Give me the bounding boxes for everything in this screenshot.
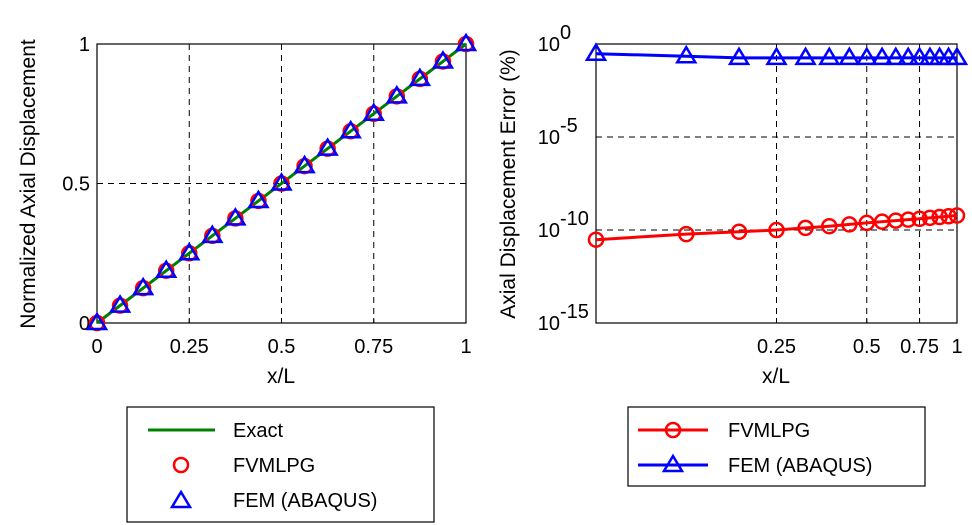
right-fvmlpg-point — [587, 231, 605, 248]
right-y-tick-label: 10 — [538, 34, 560, 56]
left-fem-point — [431, 50, 455, 69]
right-x-tick-label: 0.5 — [853, 336, 881, 358]
left-fem-point — [362, 102, 385, 121]
right-fvmlpg-point — [730, 223, 748, 241]
legend-right-fvmlpg-label: FVMLPG — [728, 420, 810, 442]
legend-fvmlpg-label: FVMLPG — [233, 455, 315, 477]
right-fvmlpg-point — [858, 214, 875, 232]
right-fem-point — [765, 46, 788, 66]
chart-left-x-axis-label: x/L — [267, 365, 295, 388]
right-fvmlpg-point — [940, 207, 957, 225]
right-fvmlpg-point — [899, 211, 917, 228]
right-fvmlpg-point — [931, 208, 948, 226]
chart-left-legend: Exact FVMLPG FEM (ABAQUS) — [126, 406, 435, 523]
right-fem-point — [794, 46, 817, 66]
left-fem-point — [178, 241, 201, 261]
left-fem-point — [339, 119, 362, 139]
right-fem-point — [584, 42, 608, 61]
right-y-tick-exponent: -10 — [560, 208, 589, 230]
chart-right-legend-box — [627, 406, 926, 487]
left-fem-point — [85, 311, 109, 331]
right-x-tick-label: 0.75 — [900, 336, 939, 358]
right-y-tick-exponent: 0 — [560, 22, 571, 44]
chart-right-plot-area — [595, 43, 958, 324]
left-fem-point — [108, 294, 132, 313]
left-x-tick-label: 0.75 — [354, 336, 393, 358]
left-fem-point — [408, 67, 432, 87]
right-fvmlpg-point — [948, 207, 966, 224]
right-fvmlpg-point — [768, 221, 785, 239]
left-y-tick-label: 0.5 — [62, 174, 90, 196]
chart-left-displacement: 0 0.25 0.5 0.75 1 0 0.5 1 x/L Normalized Axial… — [17, 32, 478, 523]
legend-right-fem-marker-icon — [661, 453, 685, 473]
left-fem-point — [131, 276, 155, 296]
right-fem-point — [945, 46, 969, 66]
right-fem-point — [855, 46, 878, 66]
left-fem-point — [224, 206, 247, 226]
right-fvmlpg-point — [678, 225, 695, 243]
left-fem-point — [154, 259, 178, 278]
left-fem-point — [201, 224, 224, 244]
right-fvmlpg-point — [821, 217, 838, 235]
left-fem-point — [385, 84, 409, 104]
right-y-tick-label: 10 — [538, 220, 560, 242]
chart-left-y-axis-label: Normalized Axial Displacement — [17, 39, 40, 329]
left-fem-point — [293, 154, 316, 174]
right-fvmlpg-point — [841, 216, 858, 233]
right-fem-point — [727, 46, 751, 66]
left-fem-point — [454, 32, 478, 52]
right-x-tick-label: 0.25 — [757, 336, 796, 358]
right-fvmlpg-point — [921, 209, 939, 227]
right-fvmlpg-point — [887, 212, 905, 229]
right-y-tick-exponent: -5 — [560, 115, 578, 137]
right-fem-point — [884, 46, 908, 66]
right-fvmlpg-point — [911, 210, 928, 228]
right-fem-point — [838, 46, 861, 66]
chart-right-x-axis-label: x/L — [762, 365, 790, 388]
left-fem-point — [270, 172, 293, 191]
left-y-tick-label: 0 — [79, 313, 90, 335]
legend-right-fem-label: FEM (ABAQUS) — [728, 455, 872, 477]
left-fem-point — [247, 189, 270, 209]
legend-fem-label: FEM (ABAQUS) — [233, 490, 377, 512]
right-fem-point — [818, 46, 841, 66]
chart-right-legend: FVMLPG FEM (ABAQUS) — [627, 406, 926, 487]
legend-fem-marker-icon — [169, 489, 193, 509]
legend-exact-label: Exact — [233, 420, 283, 442]
legend-right-fvmlpg-marker-icon — [664, 421, 682, 439]
legend-fvmlpg-marker-icon — [172, 456, 190, 474]
left-x-tick-label: 0.5 — [268, 336, 296, 358]
right-y-tick-label: 10 — [538, 127, 560, 149]
left-fem-point — [316, 137, 339, 156]
right-fem-point — [675, 44, 698, 64]
right-y-tick-exponent: -15 — [560, 301, 589, 323]
right-y-tick-label: 10 — [538, 313, 560, 335]
left-x-tick-label: 1 — [460, 336, 471, 358]
right-fem-point — [897, 46, 920, 66]
left-x-tick-label: 0.25 — [170, 336, 209, 358]
left-x-tick-label: 0 — [91, 336, 102, 358]
right-x-tick-label: 1 — [951, 336, 962, 358]
left-y-tick-label: 1 — [79, 34, 90, 56]
right-fvmlpg-point — [797, 219, 814, 237]
chart-left-legend-box — [126, 406, 435, 523]
chart-right-y-axis-label: Axial Displacement Error (%) — [497, 49, 520, 319]
right-fem-point — [870, 46, 894, 66]
